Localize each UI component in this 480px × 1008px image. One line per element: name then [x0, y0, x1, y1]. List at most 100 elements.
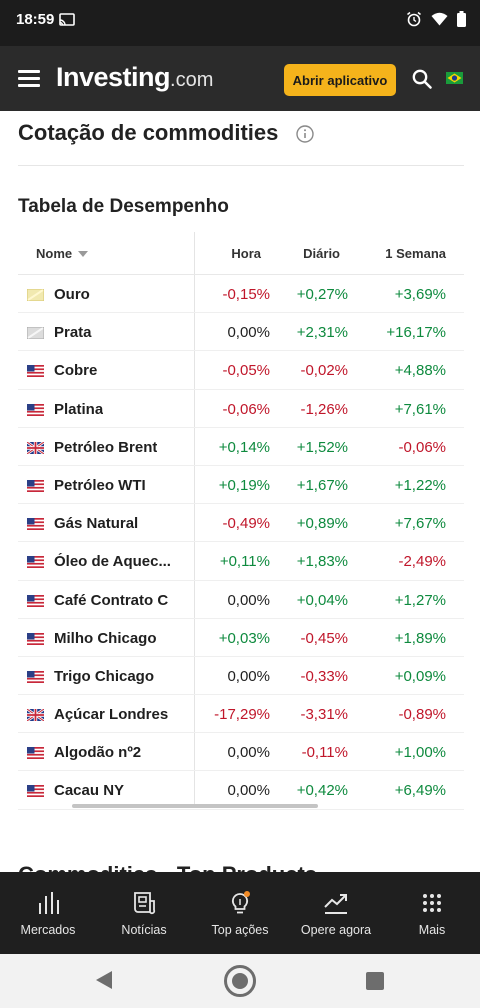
header-name-label: Nome	[36, 246, 73, 261]
commodity-name[interactable]: Ouro	[54, 286, 90, 303]
table-row[interactable]: Ouro -0,15% +0,27% +3,69%	[18, 275, 464, 314]
header-semana[interactable]: 1 Semana	[385, 246, 446, 261]
recent-apps-icon[interactable]	[366, 972, 384, 990]
hourly-change: -17,29%	[214, 706, 270, 724]
battery-icon	[457, 11, 466, 27]
nav-label: Opere agora	[300, 923, 372, 937]
table-row[interactable]: Açúcar Londres -17,29% -3,31% -0,89%	[18, 695, 464, 734]
commodity-name[interactable]: Cobre	[54, 362, 98, 380]
nav-label: Notícias	[121, 923, 167, 937]
horizontal-scrollbar[interactable]	[72, 804, 318, 808]
daily-change: -3,31%	[300, 706, 348, 724]
commodity-name[interactable]: Petróleo Brent	[54, 438, 158, 456]
commodity-name[interactable]: Petróleo WTI	[54, 476, 146, 494]
nav-noticias[interactable]: Notícias	[96, 872, 192, 954]
investing-logo[interactable]: Investing.com	[56, 62, 214, 92]
hourly-change: +0,14%	[218, 438, 270, 456]
table-row[interactable]: Café Contrato C 0,00% +0,04% +1,27%	[18, 581, 464, 619]
divider	[18, 165, 464, 166]
hourly-change: -0,05%	[222, 362, 270, 380]
daily-change: +0,89%	[296, 515, 348, 533]
hourly-change: -0,15%	[222, 286, 270, 303]
table-row[interactable]: Platina -0,06% -1,26% +7,61%	[18, 390, 464, 428]
us-flag-icon	[27, 746, 44, 760]
open-app-button[interactable]: Abrir aplicativo	[284, 64, 396, 96]
back-icon[interactable]	[95, 970, 113, 990]
commodity-name[interactable]: Prata	[54, 324, 92, 342]
weekly-change: -2,49%	[398, 553, 446, 571]
weekly-change: -0,06%	[398, 438, 446, 456]
status-time: 18:59	[16, 11, 55, 28]
search-icon[interactable]	[412, 69, 432, 89]
bar-chart-icon	[39, 892, 59, 914]
cast-icon	[59, 13, 75, 26]
table-body: Ouro -0,15% +0,27% +3,69% Prata 0,00% +2,31% +1…	[18, 275, 464, 810]
us-flag-icon	[27, 594, 44, 607]
commodity-name[interactable]: Trigo Chicago	[54, 667, 155, 685]
daily-change: -1,26%	[300, 400, 348, 418]
header-hora[interactable]: Hora	[231, 246, 261, 261]
brazil-flag-icon[interactable]	[446, 72, 463, 84]
header-diario[interactable]: Diário	[303, 246, 340, 261]
table-row[interactable]: Algodão nº2 0,00% -0,11% +1,00%	[18, 733, 464, 772]
daily-change: -0,45%	[300, 629, 348, 647]
gold-icon	[26, 288, 45, 302]
section-title: Tabela de Desempenho	[18, 196, 229, 217]
weekly-change: +6,49%	[394, 782, 446, 800]
hourly-change: 0,00%	[227, 782, 270, 800]
sort-down-icon[interactable]	[78, 251, 89, 257]
hamburger-menu-icon[interactable]	[18, 70, 40, 87]
us-flag-icon	[27, 632, 44, 645]
daily-change: -0,11%	[301, 744, 348, 762]
weekly-change: +7,67%	[394, 515, 446, 533]
daily-change: -0,02%	[300, 362, 348, 380]
home-icon[interactable]	[224, 965, 256, 997]
nav-mais[interactable]: Mais	[384, 872, 480, 954]
commodity-name[interactable]: Açúcar Londres	[54, 706, 169, 724]
us-flag-icon	[27, 555, 44, 569]
nav-mercados[interactable]: Mercados	[0, 872, 96, 954]
table-header: Nome Hora Diário 1 Semana	[18, 232, 464, 275]
table-row[interactable]: Cobre -0,05% -0,02% +4,88%	[18, 351, 464, 390]
table-row[interactable]: Petróleo WTI +0,19% +1,67% +1,22%	[18, 466, 464, 505]
weekly-change: +1,00%	[394, 744, 446, 762]
commodity-name[interactable]: Cacau NY	[54, 782, 125, 800]
us-flag-icon	[27, 784, 44, 798]
hourly-change: +0,11%	[219, 553, 270, 571]
status-bar: 18:59	[0, 0, 480, 46]
bottom-nav: Mercados Notícias Top ações Opere agora	[0, 872, 480, 954]
table-row[interactable]: Gás Natural -0,49% +0,89% +7,67%	[18, 504, 464, 543]
table-row[interactable]: Cacau NY 0,00% +0,42% +6,49%	[18, 771, 464, 810]
trend-up-icon	[324, 894, 347, 914]
commodity-name[interactable]: Algodão nº2	[54, 744, 142, 762]
commodity-name[interactable]: Milho Chicago	[54, 629, 157, 647]
hourly-change: +0,03%	[218, 629, 270, 647]
hourly-change: 0,00%	[227, 744, 270, 762]
weekly-change: +1,27%	[394, 591, 446, 609]
hourly-change: -0,06%	[222, 400, 270, 418]
daily-change: +1,83%	[296, 553, 348, 571]
us-flag-icon	[27, 364, 44, 378]
app-header: Investing.com Abrir aplicativo	[0, 46, 480, 111]
table-row[interactable]: Óleo de Aquec... +0,11% +1,83% -2,49%	[18, 542, 464, 581]
nav-label: Mercados	[20, 923, 76, 937]
table-row[interactable]: Trigo Chicago 0,00% -0,33% +0,09%	[18, 657, 464, 696]
table-row[interactable]: Milho Chicago +0,03% -0,45% +1,89%	[18, 619, 464, 657]
uk-flag-icon	[26, 440, 45, 455]
column-divider	[194, 232, 195, 808]
table-row[interactable]: Petróleo Brent +0,14% +1,52% -0,06%	[18, 428, 464, 466]
commodity-name[interactable]: Café Contrato C	[54, 591, 169, 609]
commodity-name[interactable]: Óleo de Aquec...	[54, 553, 171, 571]
us-flag-icon	[27, 403, 44, 416]
weekly-change: -0,89%	[398, 706, 446, 724]
nav-top-acoes[interactable]: Top ações	[192, 872, 288, 954]
weekly-change: +4,88%	[394, 362, 446, 380]
commodity-name[interactable]: Gás Natural	[54, 515, 139, 533]
us-flag-icon	[27, 479, 44, 492]
header-name[interactable]: Nome	[36, 246, 89, 261]
page-title: Cotação de commodities	[18, 120, 279, 145]
nav-opere-agora[interactable]: Opere agora	[288, 872, 384, 954]
commodity-name[interactable]: Platina	[54, 400, 104, 418]
info-icon[interactable]	[296, 125, 314, 143]
table-row[interactable]: Prata 0,00% +2,31% +16,17%	[18, 313, 464, 352]
